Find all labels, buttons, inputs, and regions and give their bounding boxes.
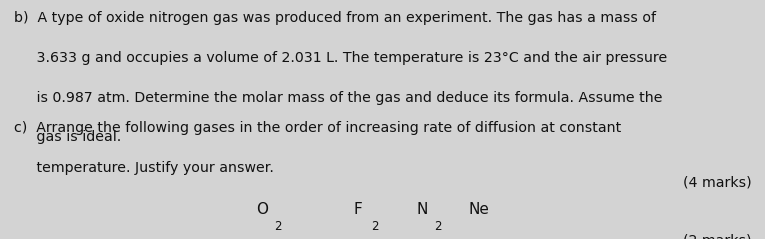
Text: temperature. Justify your answer.: temperature. Justify your answer.	[14, 161, 274, 175]
Text: gas is ideal.: gas is ideal.	[14, 130, 121, 145]
Text: is 0.987 atm. Determine the molar mass of the gas and deduce its formula. Assume: is 0.987 atm. Determine the molar mass o…	[14, 91, 662, 105]
Text: 3.633 g and occupies a volume of 2.031 L. The temperature is 23°C and the air pr: 3.633 g and occupies a volume of 2.031 L…	[14, 51, 667, 65]
Text: Ne: Ne	[468, 202, 489, 217]
Text: N: N	[417, 202, 428, 217]
Text: (4 marks): (4 marks)	[683, 176, 752, 190]
Text: 2: 2	[274, 220, 282, 233]
Text: (2 marks): (2 marks)	[683, 233, 752, 239]
Text: 2: 2	[371, 220, 379, 233]
Text: 2: 2	[435, 220, 442, 233]
Text: b)  A type of oxide nitrogen gas was produced from an experiment. The gas has a : b) A type of oxide nitrogen gas was prod…	[14, 11, 656, 25]
Text: F: F	[353, 202, 362, 217]
Text: O: O	[256, 202, 269, 217]
Text: c)  Arrange the following gases in the order of increasing rate of diffusion at : c) Arrange the following gases in the or…	[14, 121, 621, 135]
